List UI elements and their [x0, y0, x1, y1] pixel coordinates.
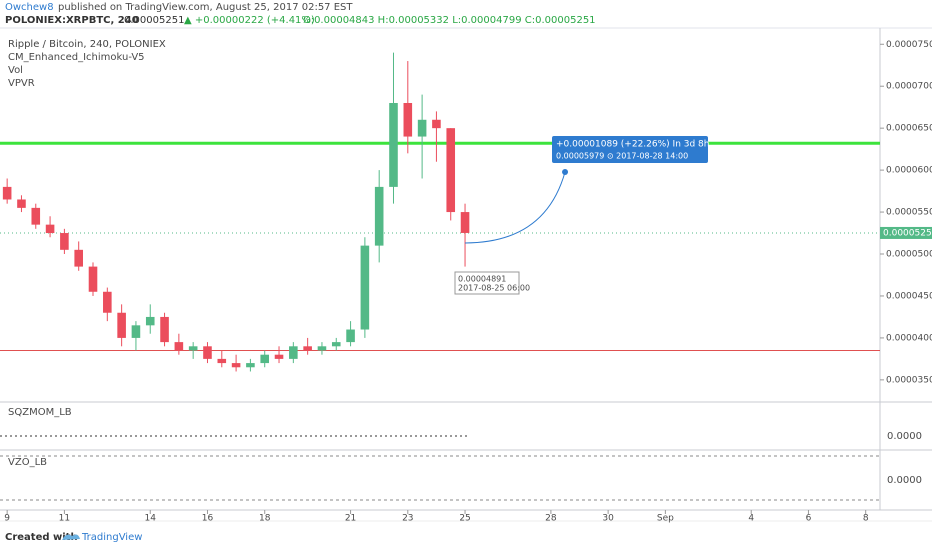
candle-body — [260, 354, 270, 364]
candle-body — [117, 312, 126, 338]
candle-body — [145, 316, 155, 326]
candle-body — [289, 346, 298, 359]
x-tick-label: 16 — [202, 514, 214, 524]
candle-body — [231, 363, 241, 368]
x-tick-label: 18 — [259, 514, 271, 524]
indicator-label: CM_Enhanced_Ichimoku-V5 — [8, 52, 145, 63]
indicator-label: Vol — [8, 65, 23, 76]
change: ▲ +0.00000222 (+4.41%) — [184, 15, 315, 26]
projection-box — [552, 136, 708, 163]
start-box — [454, 271, 520, 295]
chart-title: Ripple / Bitcoin, 240, POLONIEX — [8, 39, 166, 50]
start-price: 0.00004891 — [458, 275, 506, 284]
candle-body — [45, 224, 55, 234]
candle-body — [17, 199, 26, 208]
ohlc: O:0.00004843 H:0.00005332 L:0.00004799 C… — [303, 15, 596, 26]
candle-body — [460, 212, 470, 233]
candle-body — [274, 354, 284, 359]
x-tick-label: 8 — [863, 514, 869, 524]
candle-body — [346, 329, 355, 343]
candle-body — [417, 119, 427, 137]
candle-body — [303, 346, 312, 351]
candle-body — [389, 102, 398, 187]
candle-body — [2, 186, 12, 200]
x-tick-label: 23 — [402, 514, 413, 524]
last-price-label: 0.00005251 — [883, 228, 932, 238]
candle-body — [432, 119, 441, 129]
y-tick-label: 0.00007500 — [886, 40, 932, 50]
candle-body — [74, 249, 83, 267]
candle-body — [88, 266, 98, 292]
footer-created: Created with — [5, 532, 78, 543]
x-tick-label: 11 — [59, 514, 70, 524]
x-tick-label: 21 — [345, 514, 356, 524]
logo — [62, 534, 80, 540]
footer-brand[interactable]: TradingView — [81, 532, 142, 543]
projection-curve — [465, 171, 566, 244]
x-tick-label: 4 — [748, 514, 754, 524]
pane-tick: 0.0000 — [887, 431, 922, 442]
pane-tick: 0.0000 — [887, 475, 922, 486]
x-tick-label: 6 — [806, 514, 812, 524]
candle-body — [31, 207, 41, 225]
candle-body — [60, 233, 69, 250]
candle-body — [103, 291, 112, 313]
x-tick-label: 25 — [459, 514, 470, 524]
pane-label: SQZMOM_LB — [8, 407, 72, 418]
x-tick-label: Sep — [657, 514, 674, 524]
candle-body — [317, 346, 327, 351]
x-tick-label: 28 — [545, 514, 557, 524]
author[interactable]: Owchew8 — [5, 2, 54, 13]
projection-point — [562, 169, 569, 175]
candle-body — [246, 363, 255, 368]
start-date: 2017-08-25 06:00 — [458, 284, 530, 293]
candle-body — [174, 342, 184, 351]
last: 0.00005251 — [124, 15, 184, 26]
x-tick-label: 9 — [4, 514, 10, 524]
pane-label: VZO_LB — [8, 457, 47, 468]
candle-body — [403, 102, 413, 137]
indicator-label: VPVR — [8, 78, 35, 89]
x-tick-label: 30 — [602, 514, 614, 524]
candle-body — [374, 186, 384, 246]
candle-body — [217, 358, 227, 364]
symbol: POLONIEX:XRPBTC, 240 — [5, 15, 139, 26]
candle-body — [360, 245, 370, 330]
candle-body — [131, 325, 141, 338]
published: published on TradingView.com, August 25,… — [58, 2, 353, 13]
projection-date: 0.00005979 ⊙ 2017-08-28 14:00 — [556, 152, 688, 161]
candle-body — [188, 346, 198, 351]
last-price-box — [880, 226, 932, 239]
candle-body — [203, 346, 212, 359]
x-tick-label: 14 — [145, 514, 157, 524]
candle-body — [446, 128, 456, 213]
projection-label: +0.00001089 (+22.26%) In 3d 8h — [556, 140, 710, 150]
candle-body — [331, 342, 341, 347]
candle-body — [160, 316, 169, 343]
